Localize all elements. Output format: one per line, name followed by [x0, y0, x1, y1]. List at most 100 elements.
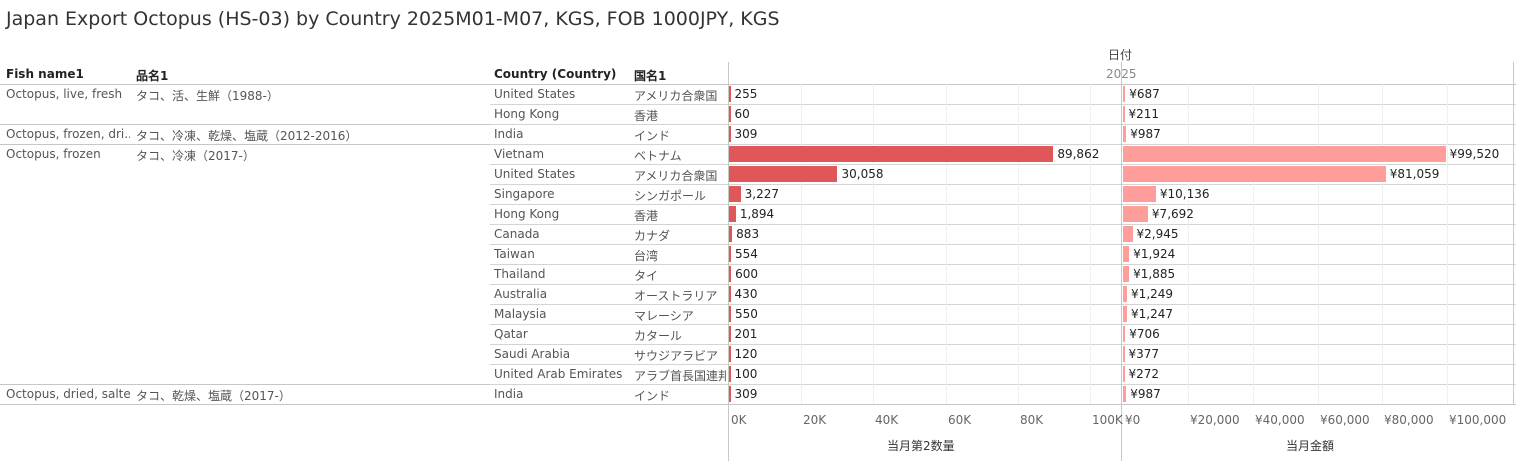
row-divider — [490, 364, 1516, 365]
hinmei-cell: タコ、冷凍（2017-） — [136, 149, 255, 163]
value-bar[interactable] — [1123, 86, 1126, 102]
value-data-label: ¥987 — [1130, 127, 1161, 141]
row-divider — [490, 224, 1516, 225]
quantity-bar[interactable] — [729, 306, 731, 322]
quantity-bar[interactable] — [729, 226, 733, 242]
value-bar[interactable] — [1123, 386, 1127, 402]
value-tick-label: ¥20,000 — [1190, 413, 1240, 427]
gridline — [1018, 84, 1019, 404]
value-data-label: ¥1,247 — [1131, 307, 1174, 321]
row-divider — [490, 284, 1516, 285]
value-bar[interactable] — [1123, 106, 1125, 122]
value-data-label: ¥211 — [1128, 107, 1160, 121]
quantity-data-label: 554 — [734, 247, 758, 261]
value-bar[interactable] — [1123, 266, 1130, 282]
row-divider — [490, 344, 1516, 345]
country-cell: India — [494, 387, 524, 401]
kokumei-cell: カタール — [634, 329, 683, 343]
value-panel-border — [1121, 62, 1122, 461]
quantity-data-label: 1,894 — [739, 207, 775, 221]
value-bar[interactable] — [1123, 126, 1127, 142]
row-divider — [490, 384, 1516, 385]
gridline — [1188, 84, 1189, 404]
gridline — [1318, 84, 1319, 404]
hinmei-cell: タコ、活、生鮮（1988-） — [136, 89, 279, 103]
kokumei-cell: インド — [634, 389, 671, 403]
value-data-label: ¥1,924 — [1133, 247, 1176, 261]
quantity-data-label: 883 — [736, 227, 760, 241]
value-data-label: ¥706 — [1129, 327, 1160, 341]
value-bar[interactable] — [1123, 326, 1126, 342]
quantity-data-label: 89,862 — [1057, 147, 1100, 161]
row-divider — [490, 204, 1516, 205]
value-data-label: ¥1,885 — [1133, 267, 1176, 281]
fish-name-cell: Octopus, frozen, dri.. — [6, 127, 130, 141]
value-bar[interactable] — [1123, 346, 1125, 362]
value-tick-label: ¥60,000 — [1320, 413, 1370, 427]
row-divider — [490, 164, 1516, 165]
quantity-bar[interactable] — [729, 266, 732, 282]
kokumei-header[interactable]: 国名1 — [634, 69, 667, 83]
quantity-data-label: 430 — [734, 287, 758, 301]
fish-name-cell: Octopus, frozen — [6, 147, 101, 161]
quantity-bar[interactable] — [729, 86, 731, 102]
value-data-label: ¥272 — [1128, 367, 1160, 381]
row-divider — [490, 104, 1516, 105]
quantity-data-label: 3,227 — [744, 187, 779, 201]
quantity-bar[interactable] — [729, 206, 736, 222]
gridline — [1382, 84, 1383, 404]
value-axis-title: 当月金額 — [1286, 439, 1335, 453]
value-bar[interactable] — [1123, 206, 1148, 222]
quantity-tick-label: 20K — [803, 413, 827, 427]
value-bar[interactable] — [1123, 306, 1128, 322]
row-divider — [490, 324, 1516, 325]
quantity-bar[interactable] — [729, 186, 741, 202]
quantity-data-label: 60 — [734, 107, 750, 121]
country-cell: Australia — [494, 287, 548, 301]
quantity-panel-border — [728, 62, 729, 461]
quantity-bar[interactable] — [729, 346, 731, 362]
header-divider — [0, 84, 1516, 85]
value-bar[interactable] — [1123, 166, 1386, 182]
value-data-label: ¥377 — [1128, 347, 1160, 361]
quantity-bar[interactable] — [729, 146, 1054, 162]
value-data-label: ¥1,249 — [1131, 287, 1174, 301]
gridline — [873, 84, 874, 404]
value-bar[interactable] — [1123, 186, 1156, 202]
quantity-bar[interactable] — [729, 326, 731, 342]
value-tick-label: ¥0 — [1125, 413, 1141, 427]
value-bar[interactable] — [1123, 226, 1133, 242]
quantity-bar[interactable] — [729, 286, 731, 302]
quantity-data-label: 550 — [734, 307, 758, 321]
country-header[interactable]: Country (Country) — [494, 67, 617, 81]
kokumei-cell: カナダ — [634, 229, 671, 243]
kokumei-cell: タイ — [634, 269, 659, 283]
value-bar[interactable] — [1123, 286, 1128, 302]
kokumei-cell: アメリカ合衆国 — [634, 89, 718, 103]
hinmei-header[interactable]: 品名1 — [136, 69, 169, 83]
value-tick-label: ¥80,000 — [1384, 413, 1434, 427]
quantity-data-label: 600 — [735, 267, 759, 281]
value-tick-label: ¥100,000 — [1449, 413, 1507, 427]
value-bar[interactable] — [1123, 246, 1130, 262]
value-data-label: ¥99,520 — [1449, 147, 1500, 161]
kokumei-cell: サウジアラビア — [634, 349, 719, 363]
quantity-bar[interactable] — [729, 246, 731, 262]
chart-title: Japan Export Octopus (HS-03) by Country … — [6, 8, 780, 30]
gridline — [1447, 84, 1448, 404]
country-cell: United States — [494, 87, 576, 101]
quantity-data-label: 309 — [734, 127, 758, 141]
value-bar[interactable] — [1123, 366, 1125, 382]
quantity-bar[interactable] — [729, 386, 731, 402]
fish-name-header[interactable]: Fish name1 — [6, 67, 84, 81]
quantity-bar[interactable] — [729, 366, 731, 382]
value-bar[interactable] — [1123, 146, 1446, 162]
row-divider — [490, 244, 1516, 245]
quantity-bar[interactable] — [729, 126, 731, 142]
value-data-label: ¥987 — [1130, 387, 1161, 401]
fish-name-cell: Octopus, dried, salted — [6, 387, 130, 401]
quantity-bar[interactable] — [729, 106, 731, 122]
quantity-bar[interactable] — [729, 166, 838, 182]
country-cell: Saudi Arabia — [494, 347, 571, 361]
country-cell: Hong Kong — [494, 207, 560, 221]
